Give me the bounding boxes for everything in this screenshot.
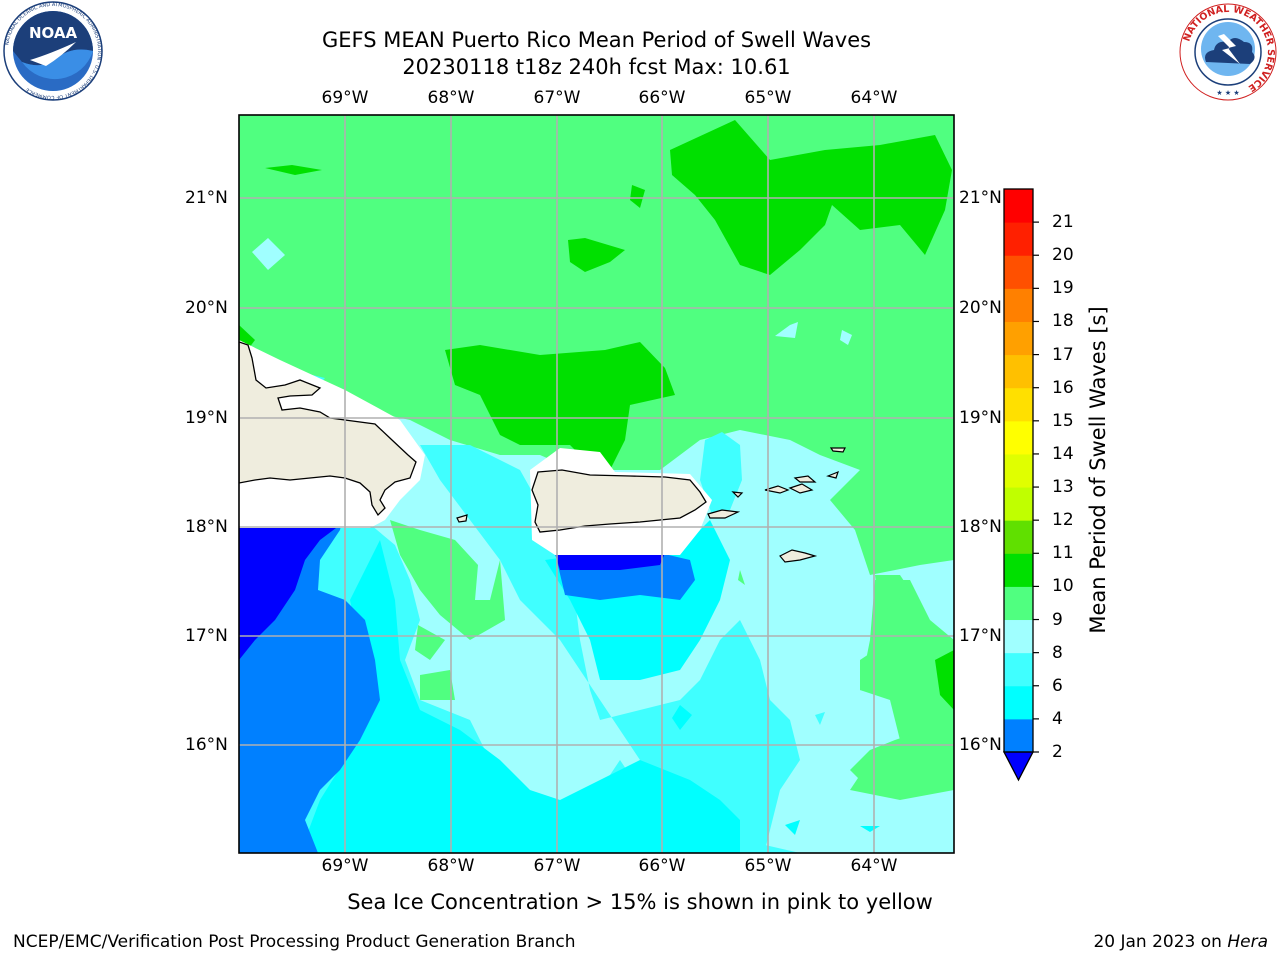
svg-text:★ ★ ★: ★ ★ ★ [1216, 89, 1239, 97]
colorbar-tick-label: 2 [1052, 742, 1063, 762]
colorbar-tick-label: 10 [1052, 576, 1074, 597]
colorbar-tick-label: 14 [1052, 443, 1074, 464]
sea-ice-note: Sea Ice Concentration > 15% is shown in … [347, 890, 933, 914]
lat-label-left: 18°N [185, 517, 228, 537]
lon-label-bottom: 68°W [427, 856, 475, 876]
colorbar-tick-label: 21 [1052, 212, 1074, 233]
colorbar-tick-label: 8 [1052, 642, 1063, 663]
lon-label-bottom: 69°W [321, 856, 369, 876]
noaa-logo-text: NOAA [29, 24, 78, 42]
colorbar-tick-label: 18 [1052, 311, 1074, 332]
lat-label-left: 17°N [185, 626, 228, 646]
lon-label-top: 69°W [321, 88, 369, 108]
colorbar-tick-label: 16 [1052, 377, 1074, 398]
contour-10-11 [239, 120, 954, 710]
colorbar-tick-label: 12 [1052, 510, 1074, 531]
colorbar-bin [1004, 652, 1033, 687]
lat-label-left: 16°N [185, 735, 228, 755]
lon-label-bottom: 67°W [533, 856, 581, 876]
contour-9-10-intrusions [390, 470, 954, 795]
colorbar-under-triangle [1002, 751, 1035, 782]
colorbar-title: Mean Period of Swell Waves [s] [1086, 306, 1110, 634]
lon-label-top: 68°W [427, 88, 475, 108]
colorbar-bin [1004, 321, 1033, 356]
colorbar-bin [1004, 619, 1033, 654]
lat-label-right: 20°N [959, 298, 1002, 318]
colorbar-bin [1004, 553, 1033, 587]
credit-line: NCEP/EMC/Verification Post Processing Pr… [13, 932, 576, 952]
lat-label-right: 19°N [959, 408, 1002, 428]
colorbar-bin [1004, 718, 1033, 753]
colorbar-tick-label: 11 [1052, 543, 1074, 564]
lat-label-right: 18°N [959, 517, 1002, 537]
lat-label-right: 16°N [959, 735, 1002, 755]
colorbar-bin [1004, 586, 1033, 621]
chart-title: GEFS MEAN Puerto Rico Mean Period of Swe… [321, 28, 872, 52]
nws-logo: NATIONAL WEATHER SERVICE ★ ★ ★ [1179, 3, 1277, 101]
colorbar-bin [1004, 520, 1033, 554]
lon-label-top: 65°W [744, 88, 792, 108]
colorbar [1002, 188, 1039, 782]
map-frame [238, 114, 955, 854]
colorbar-tick-label: 6 [1052, 675, 1063, 696]
colorbar-bin [1004, 387, 1033, 422]
lon-label-bottom: 66°W [638, 856, 686, 876]
colorbar-bin [1004, 189, 1033, 223]
colorbar-tick-label: 13 [1052, 477, 1074, 498]
noaa-logo: NOAA NATIONAL OCEANIC AND ATMOSPHERIC AD… [3, 1, 103, 101]
colorbar-tick-label: 9 [1052, 609, 1063, 630]
small-islands [456, 447, 846, 563]
colorbar-tick-label: 17 [1052, 344, 1074, 365]
lon-label-top: 67°W [533, 88, 581, 108]
lon-label-bottom: 65°W [744, 856, 792, 876]
lon-label-bottom: 64°W [850, 856, 898, 876]
date-line: 20 Jan 2023 on Hera [1093, 932, 1268, 952]
date-text: 20 Jan 2023 on [1093, 932, 1222, 952]
lat-label-right: 21°N [959, 188, 1002, 208]
lat-label-right: 17°N [959, 626, 1002, 646]
colorbar-tick-label: 4 [1052, 708, 1063, 729]
hispaniola-land [239, 341, 417, 517]
colorbar-bin [1004, 685, 1033, 720]
host-name: Hera [1227, 932, 1268, 952]
chart-subtitle: 20230118 t18z 240h fcst Max: 10.61 [402, 55, 791, 79]
colorbar-bin [1004, 453, 1033, 488]
colorbar-tick-label: 20 [1052, 245, 1074, 266]
colorbar-bin [1004, 288, 1033, 322]
lon-label-top: 66°W [638, 88, 686, 108]
colorbar-tick-label: 15 [1052, 410, 1074, 431]
lat-label-left: 20°N [185, 298, 228, 318]
contour-below-2 [239, 500, 665, 660]
colorbar-bin [1004, 255, 1033, 289]
colorbar-bin [1004, 487, 1033, 521]
lon-label-top: 64°W [850, 88, 898, 108]
colorbar-bin [1004, 420, 1033, 455]
contour-field [239, 115, 954, 853]
colorbar-bin [1004, 222, 1033, 256]
lat-label-left: 21°N [185, 188, 228, 208]
colorbar-outline [1003, 188, 1034, 753]
gridlines [239, 115, 954, 853]
lat-label-left: 19°N [185, 408, 228, 428]
colorbar-tick-label: 19 [1052, 278, 1074, 299]
colorbar-bin [1004, 354, 1033, 389]
